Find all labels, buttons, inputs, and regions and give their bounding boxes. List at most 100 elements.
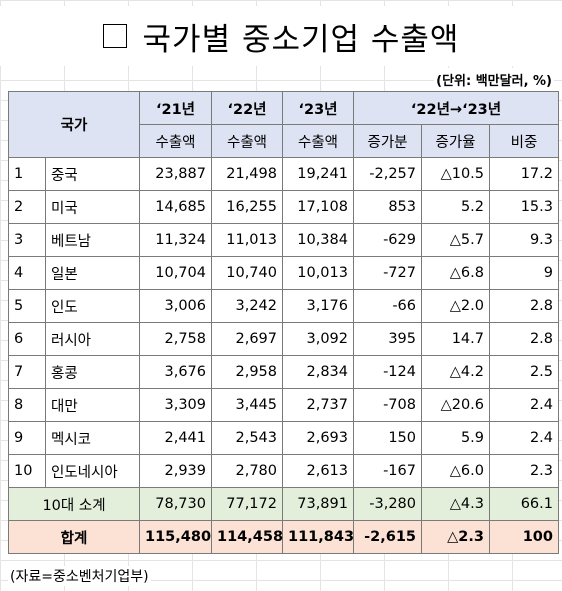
export-23: 2,613 [282, 454, 354, 488]
header-change-period: ‘22년→‘23년 [353, 91, 559, 125]
increase-amount: -2,257 [353, 157, 422, 191]
table-row: 7 홍콩 3,676 2,958 2,834 -124 △4.2 2.5 [8, 355, 559, 389]
export-23: 3,092 [282, 322, 354, 356]
subtotal-row: 10대 소계 78,730 77,172 73,891 -3,280 △4.3 … [8, 487, 559, 521]
export-23: 2,693 [282, 421, 354, 455]
total-row: 합계 115,480 114,458 111,843 -2,615 △2.3 1… [8, 520, 559, 554]
header-row-2: 수출액 수출액 수출액 증가분 증가율 비중 [9, 124, 559, 158]
table-row: 8 대만 3,309 3,445 2,737 -708 △20.6 2.4 [8, 388, 559, 422]
increase-amount: -124 [353, 355, 422, 389]
export-22: 10,740 [211, 256, 283, 290]
row-number: 3 [8, 223, 46, 257]
table-row: 9 멕시코 2,441 2,543 2,693 150 5.9 2.4 [8, 421, 559, 455]
share: 15.3 [489, 190, 559, 224]
increase-amount: -66 [353, 289, 422, 323]
increase-amount: -629 [353, 223, 422, 257]
share: 2.4 [489, 388, 559, 422]
country-name: 중국 [45, 157, 140, 191]
share: 2.8 [489, 289, 559, 323]
export-22: 3,242 [211, 289, 283, 323]
header-export-21: 수출액 [139, 124, 212, 158]
export-22: 2,780 [211, 454, 283, 488]
export-23: 19,241 [282, 157, 354, 191]
export-23: 2,737 [282, 388, 354, 422]
export-21: 14,685 [139, 190, 212, 224]
table-row: 5 인도 3,006 3,242 3,176 -66 △2.0 2.8 [8, 289, 559, 323]
increase-rate: 14.7 [421, 322, 490, 356]
empty-square-icon [102, 24, 127, 48]
increase-rate: △20.6 [421, 388, 490, 422]
subtotal-label: 10대 소계 [8, 487, 140, 521]
total-share: 100 [489, 520, 559, 554]
export-21: 2,758 [139, 322, 212, 356]
total-increase-rate: △2.3 [421, 520, 490, 554]
country-name: 베트남 [45, 223, 140, 257]
subtotal-increase-rate: △4.3 [421, 487, 490, 521]
table-row: 4 일본 10,704 10,740 10,013 -727 △6.8 9 [8, 256, 559, 290]
export-21: 11,324 [139, 223, 212, 257]
row-number: 5 [8, 289, 46, 323]
export-23: 10,384 [282, 223, 354, 257]
export-23: 10,013 [282, 256, 354, 290]
header-share: 비중 [489, 124, 559, 158]
export-23: 17,108 [282, 190, 354, 224]
share: 9 [489, 256, 559, 290]
subtotal-export-23: 73,891 [282, 487, 354, 521]
row-number: 4 [8, 256, 46, 290]
increase-amount: -708 [353, 388, 422, 422]
table-row: 3 베트남 11,324 11,013 10,384 -629 △5.7 9.3 [8, 223, 559, 257]
source-note: (자료=중소벤처기업부) [8, 566, 151, 586]
subtotal-share: 66.1 [489, 487, 559, 521]
header-year-23: ‘23년 [282, 91, 354, 125]
row-number: 7 [8, 355, 46, 389]
page-title: 국가별 중소기업 수출액 [142, 21, 460, 58]
increase-rate: △6.0 [421, 454, 490, 488]
total-increase-amount: -2,615 [353, 520, 422, 554]
export-23: 3,176 [282, 289, 354, 323]
row-number: 8 [8, 388, 46, 422]
country-name: 미국 [45, 190, 140, 224]
export-21: 23,887 [139, 157, 212, 191]
row-number: 1 [8, 157, 46, 191]
total-export-21: 115,480 [139, 520, 212, 554]
table-row: 2 미국 14,685 16,255 17,108 853 5.2 15.3 [8, 190, 559, 224]
row-number: 2 [8, 190, 46, 224]
row-number: 9 [8, 421, 46, 455]
export-21: 3,309 [139, 388, 212, 422]
country-name: 홍콩 [45, 355, 140, 389]
share: 2.4 [489, 421, 559, 455]
increase-amount: -727 [353, 256, 422, 290]
country-name: 일본 [45, 256, 140, 290]
unit-label: (단위: 백만달러, %) [434, 68, 554, 91]
increase-rate: △5.7 [421, 223, 490, 257]
total-export-23: 111,843 [282, 520, 354, 554]
header-year-21: ‘21년 [139, 91, 212, 125]
header-country: 국가 [8, 91, 140, 158]
increase-amount: 853 [353, 190, 422, 224]
total-label: 합계 [8, 520, 140, 554]
subtotal-export-21: 78,730 [139, 487, 212, 521]
export-22: 2,958 [211, 355, 283, 389]
increase-amount: -167 [353, 454, 422, 488]
country-name: 멕시코 [45, 421, 140, 455]
header-increase-amount: 증가분 [353, 124, 422, 158]
header-export-22: 수출액 [211, 124, 283, 158]
row-number: 10 [8, 454, 46, 488]
table-row: 1 중국 23,887 21,498 19,241 -2,257 △10.5 1… [8, 157, 559, 191]
export-21: 3,006 [139, 289, 212, 323]
country-name: 인도네시아 [45, 454, 140, 488]
export-22: 3,445 [211, 388, 283, 422]
export-21: 2,441 [139, 421, 212, 455]
export-22: 11,013 [211, 223, 283, 257]
share: 2.3 [489, 454, 559, 488]
country-name: 인도 [45, 289, 140, 323]
subtotal-export-22: 77,172 [211, 487, 283, 521]
share: 2.8 [489, 322, 559, 356]
increase-rate: 5.9 [421, 421, 490, 455]
total-export-22: 114,458 [211, 520, 283, 554]
increase-rate: △2.0 [421, 289, 490, 323]
export-23: 2,834 [282, 355, 354, 389]
header-row-1: 국가 ‘21년 ‘22년 ‘23년 ‘22년→‘23년 [8, 91, 559, 158]
increase-rate: △10.5 [421, 157, 490, 191]
export-22: 2,697 [211, 322, 283, 356]
